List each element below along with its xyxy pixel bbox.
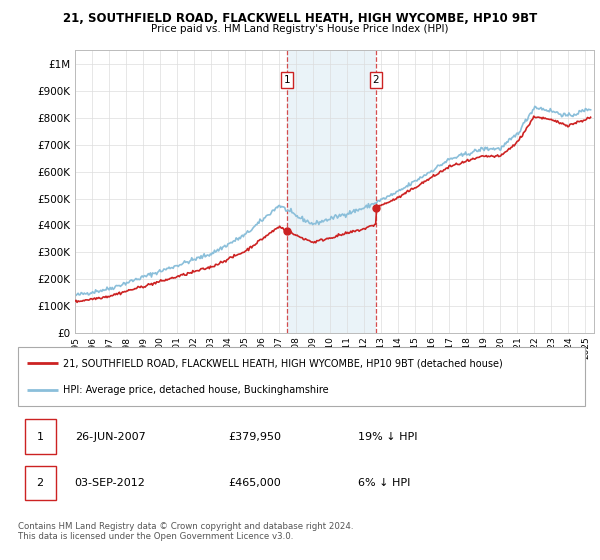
Bar	[25, 419, 56, 454]
Text: 26-JUN-2007: 26-JUN-2007	[75, 432, 145, 442]
Text: 21, SOUTHFIELD ROAD, FLACKWELL HEATH, HIGH WYCOMBE, HP10 9BT: 21, SOUTHFIELD ROAD, FLACKWELL HEATH, HI…	[63, 12, 537, 25]
Bar	[25, 465, 56, 500]
Text: 21, SOUTHFIELD ROAD, FLACKWELL HEATH, HIGH WYCOMBE, HP10 9BT (detached house): 21, SOUTHFIELD ROAD, FLACKWELL HEATH, HI…	[64, 358, 503, 368]
Text: Contains HM Land Registry data © Crown copyright and database right 2024.
This d: Contains HM Land Registry data © Crown c…	[18, 522, 353, 542]
Text: 2: 2	[37, 478, 44, 488]
Text: £379,950: £379,950	[228, 432, 281, 442]
Text: Price paid vs. HM Land Registry's House Price Index (HPI): Price paid vs. HM Land Registry's House …	[151, 24, 449, 34]
Text: 6% ↓ HPI: 6% ↓ HPI	[358, 478, 410, 488]
Text: 1: 1	[37, 432, 44, 442]
Text: HPI: Average price, detached house, Buckinghamshire: HPI: Average price, detached house, Buck…	[64, 385, 329, 395]
Text: £465,000: £465,000	[228, 478, 281, 488]
Bar	[287, 50, 376, 333]
Text: 19% ↓ HPI: 19% ↓ HPI	[358, 432, 418, 442]
Text: 2: 2	[373, 75, 379, 85]
Text: 03-SEP-2012: 03-SEP-2012	[75, 478, 146, 488]
Text: 1: 1	[284, 75, 290, 85]
